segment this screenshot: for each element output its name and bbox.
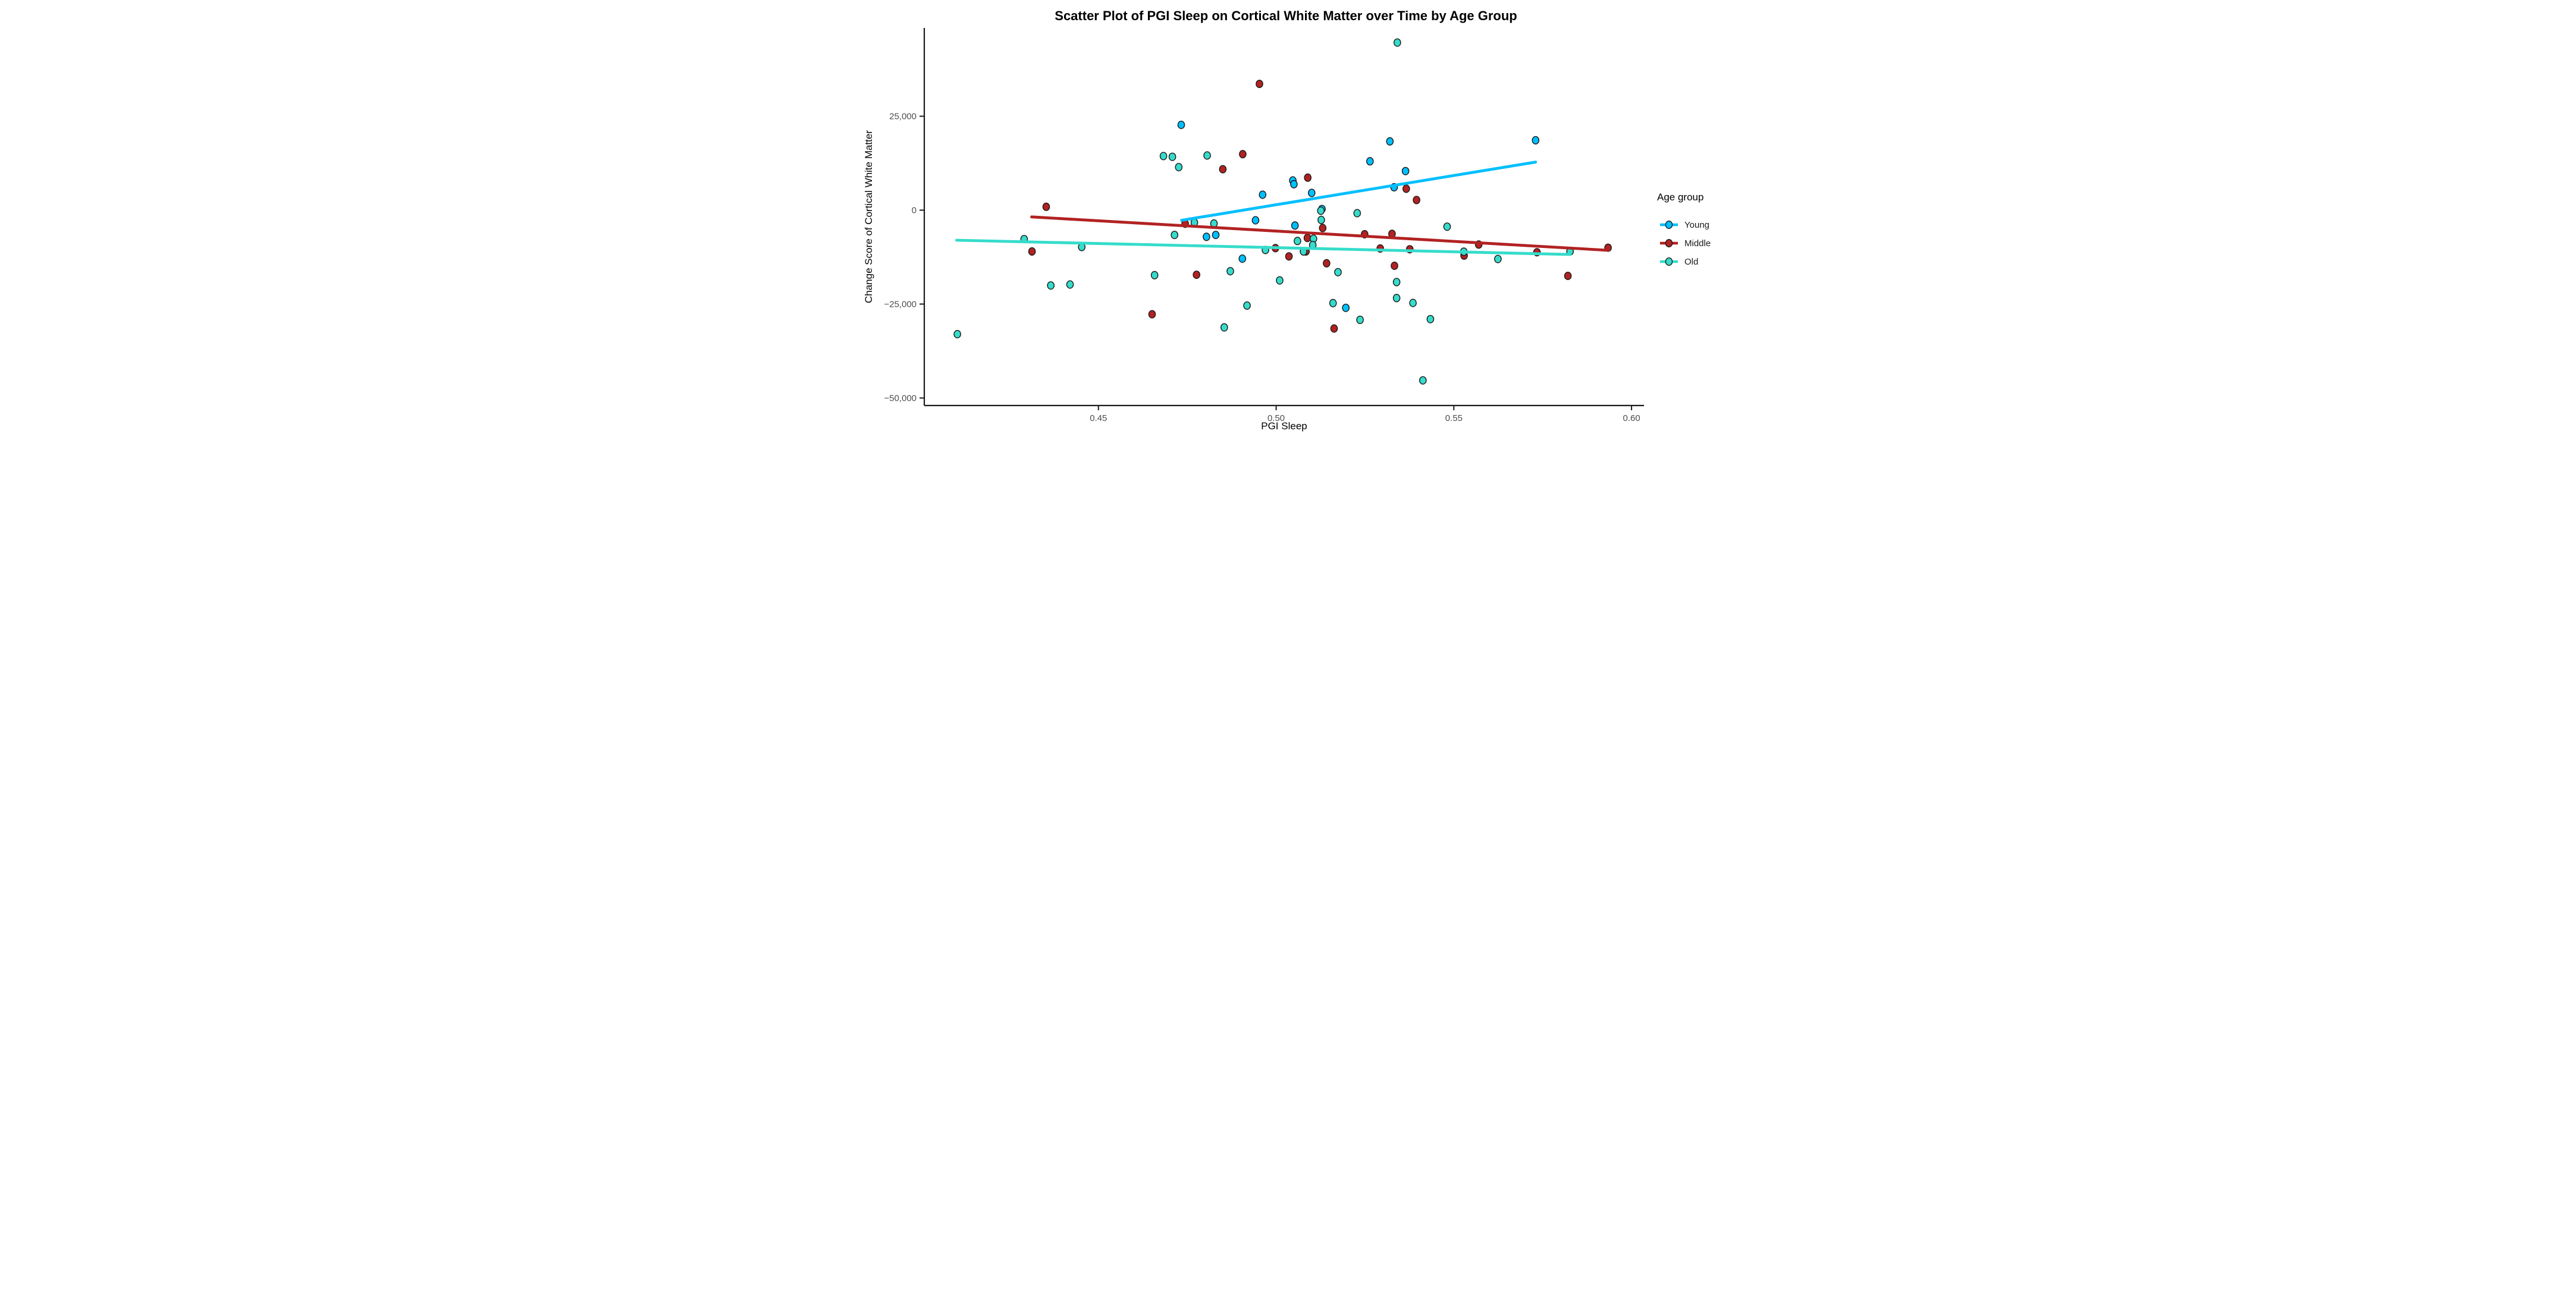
scatter-point-middle	[1192, 271, 1200, 279]
scatter-point-old	[1046, 281, 1055, 290]
trend-line-young	[1179, 161, 1537, 222]
legend-key-point-old	[1665, 257, 1673, 266]
x-tick-label: 0.45	[1090, 413, 1107, 423]
scatter-point-old	[1329, 298, 1337, 307]
legend-label-young: Young	[1684, 220, 1709, 230]
legend-title: Age group	[1657, 191, 1703, 203]
trend-line-old	[955, 238, 1572, 256]
scatter-point-old	[1356, 315, 1364, 324]
scatter-point-middle	[1219, 165, 1226, 174]
plot-title: Scatter Plot of PGI Sleep on Cortical Wh…	[1055, 8, 1517, 23]
scatter-point-middle	[1042, 202, 1050, 211]
scatter-point-old	[1493, 254, 1502, 263]
scatter-point-young	[1238, 254, 1246, 263]
scatter-point-middle	[1319, 224, 1326, 232]
legend-label-middle: Middle	[1684, 238, 1711, 249]
scatter-point-old	[1419, 376, 1427, 385]
y-tick-label: −50,000	[884, 393, 917, 403]
scatter-point-old	[1226, 267, 1234, 276]
scatter-point-young	[1366, 157, 1374, 166]
scatter-point-middle	[1255, 80, 1263, 89]
scatter-point-old	[1159, 152, 1167, 161]
scatter-point-young	[1386, 137, 1394, 146]
x-tick-label: 0.50	[1267, 413, 1284, 423]
scatter-point-old	[1150, 271, 1159, 279]
scatter-point-old	[1175, 163, 1182, 172]
scatter-point-old	[1220, 323, 1228, 332]
scatter-point-old	[1293, 237, 1301, 246]
scatter-point-young	[1289, 180, 1298, 188]
scatter-point-middle	[1564, 272, 1571, 281]
scatter-point-old	[1066, 280, 1074, 289]
scatter-point-young	[1291, 221, 1299, 230]
scatter-point-middle	[1028, 247, 1036, 256]
y-tick-label: −25,000	[884, 299, 917, 309]
scatter-point-young	[1177, 120, 1185, 129]
scatter-plot-canvas: Scatter Plot of PGI Sleep on Cortical Wh…	[863, 8, 1711, 432]
scatter-point-old	[953, 330, 961, 339]
scatter-point-middle	[1412, 196, 1420, 205]
scatter-point-old	[1242, 301, 1251, 310]
scatter-point-young	[1307, 188, 1316, 197]
scatter-point-middle	[1322, 259, 1331, 268]
y-tick-label: 25,000	[889, 111, 917, 121]
scatter-point-young	[1251, 216, 1259, 225]
scatter-point-middle	[1238, 150, 1247, 159]
scatter-point-young	[1341, 303, 1350, 312]
scatter-point-old	[1170, 231, 1178, 240]
legend-key-point-middle	[1665, 239, 1673, 248]
scatter-point-middle	[1303, 234, 1311, 243]
x-tick-label: 0.60	[1623, 413, 1640, 423]
scatter-point-old	[1168, 152, 1176, 161]
scatter-point-middle	[1148, 310, 1156, 319]
scatter-point-middle	[1330, 324, 1338, 333]
legend-key-point-young	[1665, 221, 1673, 230]
scatter-point-middle	[1402, 184, 1410, 193]
scatter-point-young	[1532, 136, 1539, 144]
trend-line-middle	[1030, 215, 1610, 252]
scatter-point-middle	[1303, 173, 1311, 182]
legend-label-old: Old	[1684, 257, 1698, 267]
scatter-point-young	[1401, 166, 1409, 175]
legend-item-middle: Middle	[1659, 238, 1711, 249]
scatter-point-old	[1426, 315, 1434, 323]
y-tick-label: 0	[911, 205, 916, 215]
legend-item-old: Old	[1659, 257, 1698, 267]
x-tick-label: 0.55	[1445, 413, 1462, 423]
scatter-point-young	[1212, 231, 1219, 240]
scatter-point-old	[1392, 278, 1400, 287]
scatter-point-old	[1392, 294, 1400, 303]
scatter-point-young	[1202, 232, 1210, 241]
y-axis-label: Change Score of Cortical White Matter	[863, 130, 874, 303]
scatter-point-old	[1393, 38, 1401, 47]
scatter-point-young	[1259, 190, 1266, 199]
x-axis-label: PGI Sleep	[1261, 420, 1307, 432]
legend-item-young: Young	[1659, 220, 1709, 230]
scatter-point-old	[1317, 206, 1325, 215]
scatter-point-middle	[1390, 262, 1398, 271]
scatter-point-middle	[1285, 252, 1292, 261]
scatter-plot-figure: Scatter Plot of PGI Sleep on Cortical Wh…	[858, 0, 1718, 433]
scatter-point-old	[1408, 298, 1417, 307]
scatter-point-old	[1317, 215, 1325, 224]
scatter-point-old	[1443, 222, 1451, 231]
scatter-point-old	[1203, 151, 1211, 160]
scatter-point-old	[1334, 268, 1342, 276]
scatter-point-old	[1275, 276, 1284, 285]
scatter-point-old	[1353, 209, 1361, 218]
